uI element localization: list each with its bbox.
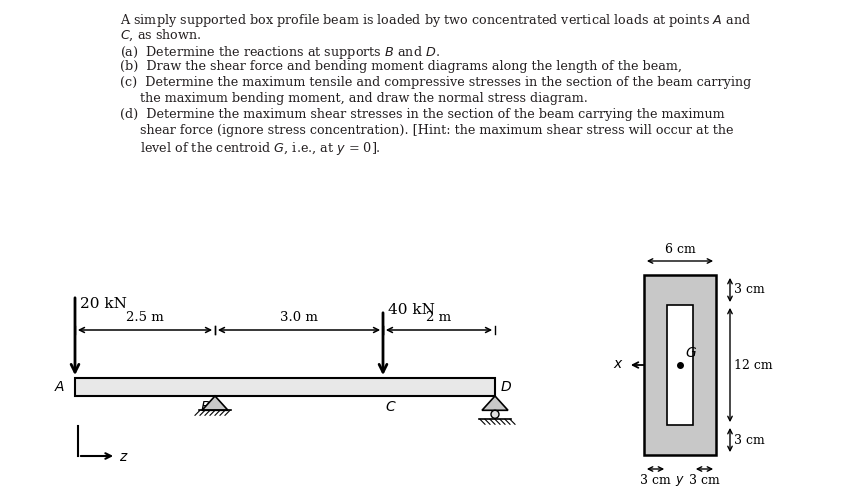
- Text: $z$: $z$: [119, 450, 129, 464]
- Circle shape: [491, 410, 499, 418]
- Text: level of the centroid $\mathit{G}$, i.e., at $\mathit{y}$ = 0].: level of the centroid $\mathit{G}$, i.e.…: [140, 140, 381, 157]
- Text: $x$: $x$: [613, 357, 624, 371]
- Text: shear force (ignore stress concentration). [Hint: the maximum shear stress will : shear force (ignore stress concentration…: [140, 124, 733, 137]
- Text: $y$: $y$: [675, 474, 685, 488]
- Text: 12 cm: 12 cm: [734, 359, 773, 372]
- Text: A simply supported box profile beam is loaded by two concentrated vertical loads: A simply supported box profile beam is l…: [120, 12, 751, 29]
- Text: (d)  Determine the maximum shear stresses in the section of the beam carrying th: (d) Determine the maximum shear stresses…: [120, 108, 725, 121]
- Text: $y$: $y$: [682, 431, 693, 446]
- Text: 3.0 m: 3.0 m: [280, 311, 318, 324]
- Text: 6 cm: 6 cm: [664, 243, 696, 256]
- Text: $C$: $C$: [385, 400, 397, 414]
- Text: (a)  Determine the reactions at supports $\mathit{B}$ and $\mathit{D}$.: (a) Determine the reactions at supports …: [120, 44, 440, 61]
- Text: 2.5 m: 2.5 m: [126, 311, 164, 324]
- Text: 40 kN: 40 kN: [388, 303, 435, 317]
- Text: $A$: $A$: [54, 380, 65, 394]
- Bar: [667, 305, 693, 425]
- Polygon shape: [202, 396, 228, 410]
- Text: 3 cm: 3 cm: [734, 434, 764, 447]
- Text: 2 m: 2 m: [426, 311, 452, 324]
- Text: $\mathit{C}$, as shown.: $\mathit{C}$, as shown.: [120, 28, 202, 43]
- Text: 3 cm: 3 cm: [689, 474, 720, 487]
- Text: (b)  Draw the shear force and bending moment diagrams along the length of the be: (b) Draw the shear force and bending mom…: [120, 60, 682, 73]
- Text: $D$: $D$: [500, 380, 512, 394]
- Text: 20 kN: 20 kN: [80, 297, 127, 311]
- Text: 3 cm: 3 cm: [734, 283, 764, 296]
- Text: $B$: $B$: [200, 400, 211, 414]
- Bar: [75, 378, 495, 396]
- Text: $G$: $G$: [685, 346, 697, 360]
- Text: the maximum bending moment, and draw the normal stress diagram.: the maximum bending moment, and draw the…: [140, 92, 588, 105]
- Text: (c)  Determine the maximum tensile and compressive stresses in the section of th: (c) Determine the maximum tensile and co…: [120, 76, 751, 89]
- Bar: [644, 275, 716, 455]
- Text: 3 cm: 3 cm: [640, 474, 671, 487]
- Polygon shape: [482, 396, 508, 410]
